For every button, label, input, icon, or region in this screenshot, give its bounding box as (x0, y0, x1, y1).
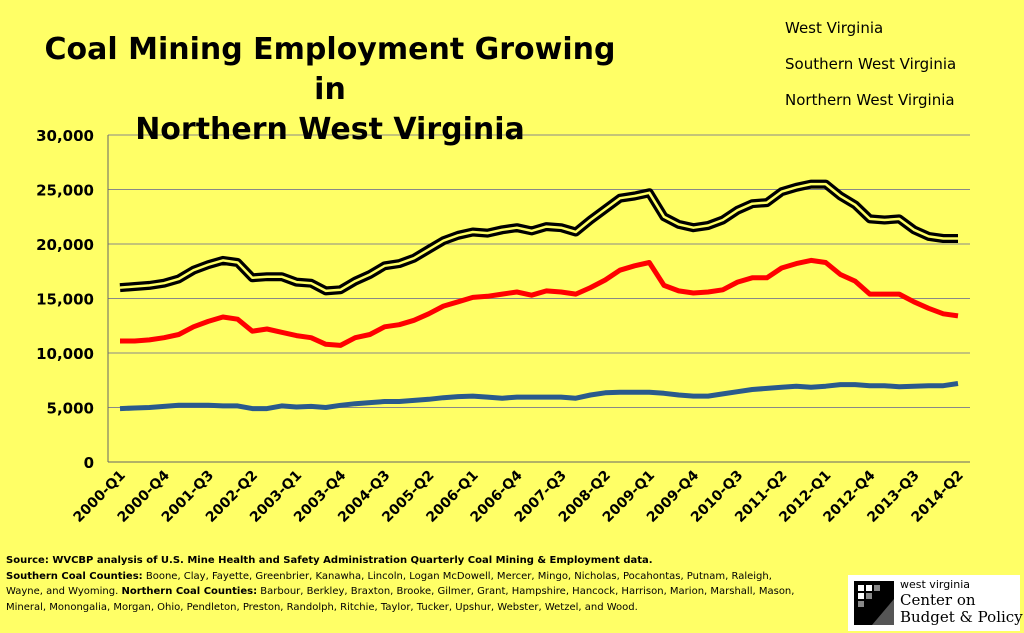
y-tick-label: 5,000 (47, 400, 94, 418)
northern-counties-label: Northern Coal Counties: (121, 586, 258, 597)
legend-label-west-virginia: West Virginia (785, 19, 884, 37)
southern-counties-text: Boone, Clay, Fayette, Greenbrier, Kanawh… (6, 570, 772, 598)
chart-title-line-2: Northern West Virginia (135, 112, 525, 147)
legend-item-southern-west-virginia: Southern West Virginia (738, 52, 1018, 88)
source-note: Source: WVCBP analysis of U.S. Mine Heal… (6, 553, 806, 569)
logo-text-line-1: west virginia (900, 578, 971, 591)
y-tick-label: 15,000 (36, 291, 94, 309)
y-tick-label: 20,000 (36, 236, 94, 254)
counties-note: Southern Coal Counties: Boone, Clay, Fay… (6, 569, 806, 616)
chart-title: Coal Mining Employment Growing in Northe… (30, 30, 630, 150)
footnotes: Source: WVCBP analysis of U.S. Mine Heal… (6, 553, 806, 615)
source-text: Source: WVCBP analysis of U.S. Mine Heal… (6, 555, 653, 566)
southern-counties-label: Southern Coal Counties: (6, 570, 143, 582)
axes (107, 135, 970, 463)
gridlines (108, 134, 970, 408)
legend: West Virginia Southern West Virginia Nor… (738, 16, 1018, 124)
y-tick-label: 10,000 (36, 345, 94, 363)
legend-item-west-virginia: West Virginia (738, 16, 1018, 52)
y-tick-label: 30,000 (36, 127, 94, 145)
series-line-inner-west-virginia (119, 182, 958, 293)
logo-text-line-3: Budget & Policy (900, 608, 1023, 626)
logo-text-line-2: Center on (900, 591, 976, 609)
chart-title-line-1: Coal Mining Employment Growing in (44, 32, 616, 107)
y-tick-label: 25,000 (36, 182, 94, 200)
northern-counties-text: Barbour, Berkley, Braxton, Brooke, Gilme… (6, 586, 795, 613)
x-tick-labels: 2000-Q12000-Q42001-Q32002-Q22003-Q12003-… (71, 467, 967, 525)
series-line-west-virginia (119, 179, 958, 296)
legend-label-southern-west-virginia: Southern West Virginia (785, 55, 957, 73)
series-lines (119, 179, 959, 412)
y-tick-labels: 0 5,000 10,000 15,000 20,000 25,000 30,000 (36, 127, 94, 472)
series-line-southern-west-virginia (120, 257, 959, 348)
wvcbp-logo-mark-icon (854, 581, 894, 625)
series-line-northern-west-virginia (119, 381, 959, 412)
legend-item-northern-west-virginia: Northern West Virginia (738, 88, 1018, 124)
wvcbp-logo: west virginia Center on Budget & Policy (848, 575, 1023, 631)
y-tick-label: 0 (84, 454, 94, 472)
legend-label-northern-west-virginia: Northern West Virginia (785, 91, 955, 109)
